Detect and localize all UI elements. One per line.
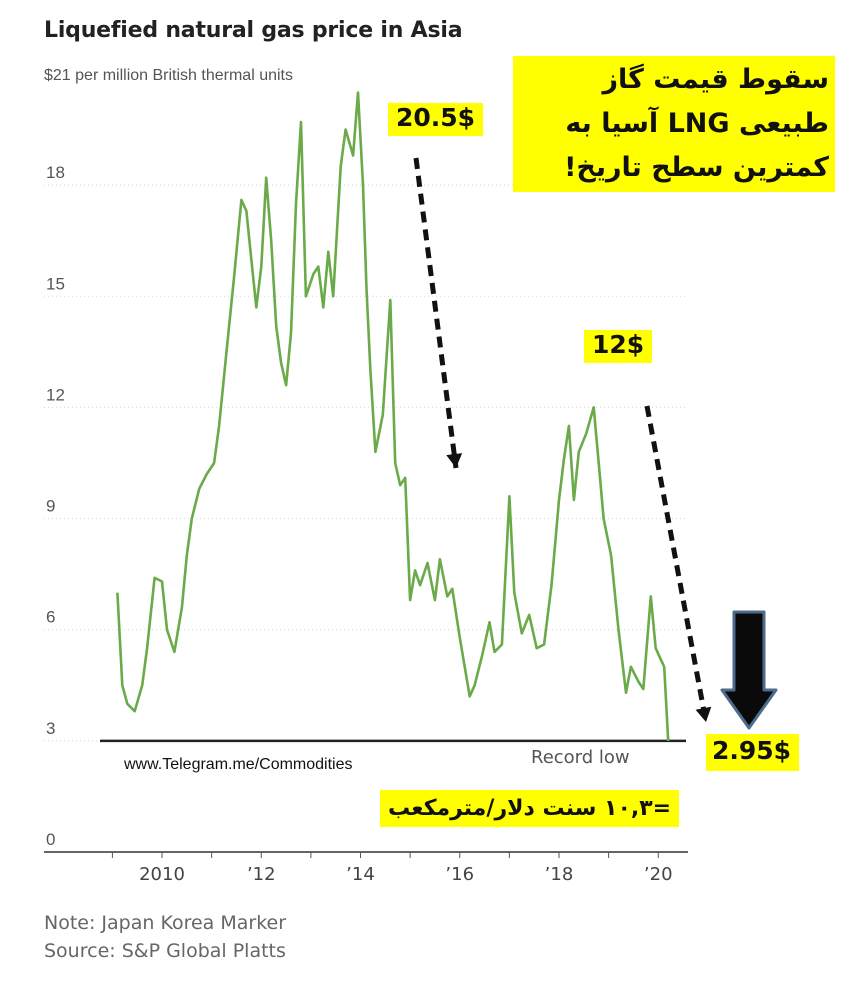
x-tick-label: ’18 — [545, 864, 574, 885]
peak-price-callout: 20.5$ — [388, 103, 484, 136]
down-arrow-icon — [720, 610, 778, 730]
chart-subtitle: $21 per million British thermal units — [44, 67, 293, 84]
x-tick-label: ’14 — [346, 864, 375, 885]
peak-arrow — [413, 157, 459, 469]
price-series-line — [116, 91, 670, 741]
x-tick-label: ’20 — [644, 864, 673, 885]
mid-arrow-head — [695, 706, 712, 722]
y-tick-label: 3 — [46, 719, 55, 738]
low-price-callout: 2.95$ — [706, 734, 800, 771]
axes: 0 3 6 9 12 15 18 Record low 2010 ’12 ’14 ’16 ’18 ’20 — [44, 163, 688, 885]
chart-source: Source: S&P Global Platts — [44, 940, 286, 962]
y-tick-label: 15 — [46, 274, 65, 293]
chart-note: Note: Japan Korea Marker — [44, 912, 287, 934]
mid-price-callout: 12$ — [584, 330, 653, 363]
x-tick-label: ’12 — [247, 864, 276, 885]
y-tick-label: 18 — [46, 163, 65, 182]
y-tick-label: 6 — [46, 608, 55, 627]
telegram-watermark: www.Telegram.me/Commodities — [124, 756, 353, 773]
y-tick-label: 9 — [46, 497, 55, 516]
y-tick-label: 0 — [46, 830, 55, 849]
annotation-arrows — [413, 157, 778, 730]
x-tick-label: 2010 — [139, 864, 185, 885]
x-tick-label: ’16 — [445, 864, 474, 885]
y-tick-label: 12 — [46, 385, 65, 404]
peak-arrow-head — [446, 453, 463, 468]
chart-title: Liquefied natural gas price in Asia — [44, 18, 463, 43]
conversion-callout: =۱۰,۳ سنت دلار/مترمکعب — [380, 790, 680, 827]
series-layer — [116, 91, 670, 741]
record-low-label: Record low — [531, 747, 630, 768]
mid-arrow — [644, 405, 709, 723]
persian-headline-callout: سقوط قیمت گاز طبیعی LNG آسیا به کمترین س… — [513, 56, 835, 192]
